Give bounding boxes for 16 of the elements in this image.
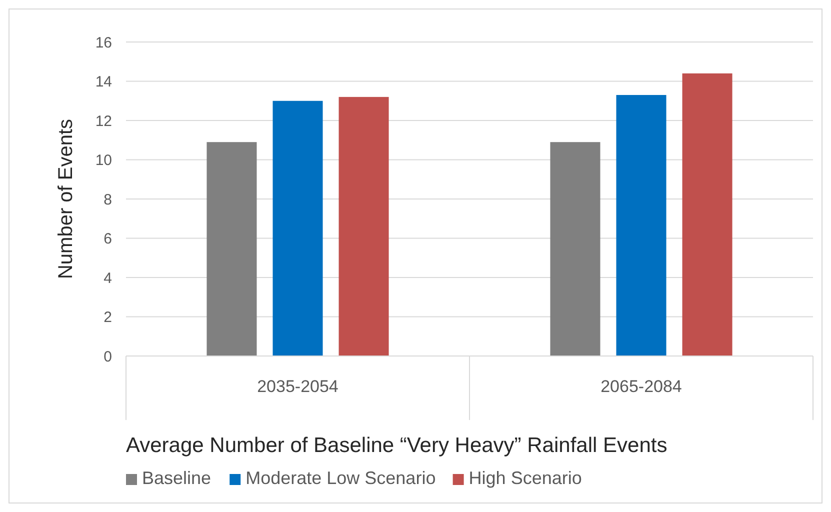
y-tick-label: 8 [104,191,112,208]
y-tick-label: 0 [104,348,112,366]
y-tick-label: 16 [95,34,112,52]
y-tick-label: 4 [104,270,112,287]
legend-label: High Scenario [468,468,582,488]
y-tick-label: 12 [95,112,112,130]
y-tick-label: 6 [104,230,112,248]
y-tick-label: 2 [104,309,112,326]
legend-label: Baseline [142,468,212,488]
legend-label: Moderate Low Scenario [246,468,436,488]
x-tick-label: 2035-2054 [257,377,338,396]
y-tick-label: 10 [95,152,112,169]
text: Average Number of Baseline “Very Heavy” Rainfall Events [126,434,668,457]
y-tick-label: 14 [95,74,112,90]
x-tick-label: 2065-2084 [600,377,682,396]
y-axis-title: Number of Events [55,118,77,280]
